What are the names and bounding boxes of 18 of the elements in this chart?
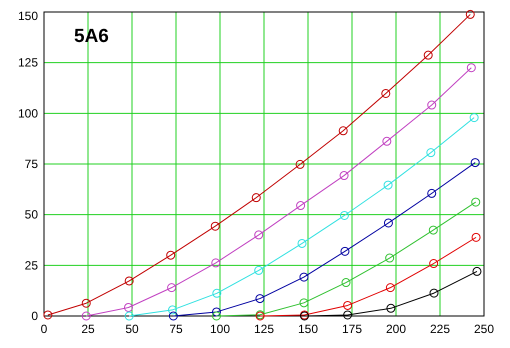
x-tick-label: 250 [474,322,494,336]
x-tick-label: 50 [125,322,139,336]
x-tick-label: 75 [169,322,183,336]
x-tick-label: 200 [386,322,406,336]
x-tick-label: 175 [342,322,362,336]
x-tick-label: 25 [81,322,95,336]
y-tick-label: 100 [18,106,38,120]
x-tick-label: 125 [254,322,274,336]
y-tick-label: 0 [31,309,38,323]
x-tick-label: 150 [298,322,318,336]
y-tick-label: 25 [24,258,38,272]
x-tick-label: 225 [430,322,450,336]
y-tick-label: 50 [24,208,38,222]
y-tick-label: 75 [24,157,38,171]
y-tick-label: 150 [18,9,38,23]
x-tick-label: 100 [210,322,230,336]
x-tick-label: 0 [40,322,48,336]
y-tick-label: 125 [18,56,38,70]
